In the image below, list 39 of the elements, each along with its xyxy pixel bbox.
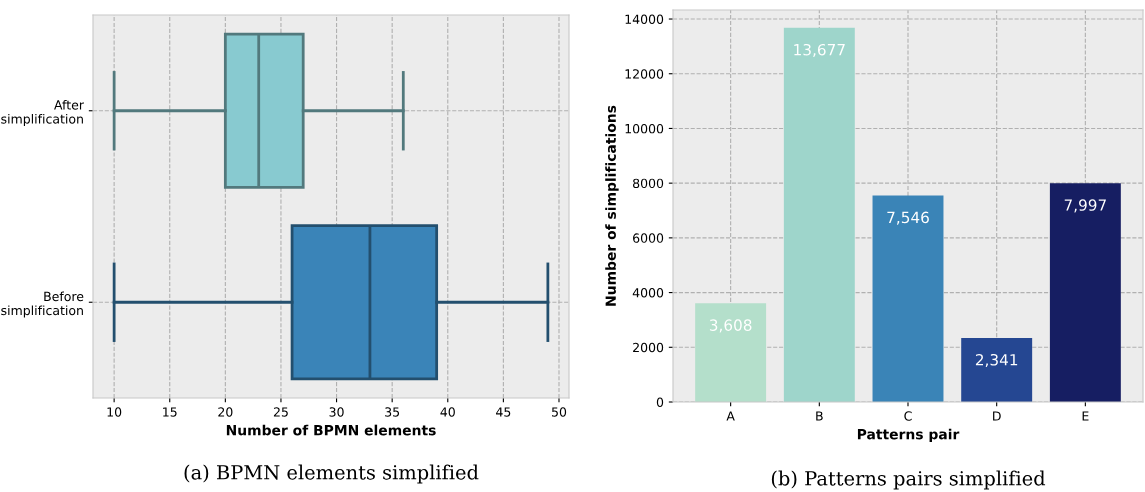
data-label: 3,608 xyxy=(709,319,752,333)
bar xyxy=(1049,183,1121,402)
x-tick-label: 25 xyxy=(273,407,288,417)
y-tick-label: 10000 xyxy=(625,123,664,134)
data-label: 7,546 xyxy=(887,211,929,225)
y-tick-label: 0 xyxy=(656,397,664,407)
x-tick-label: C xyxy=(904,411,912,421)
data-label: 7,997 xyxy=(1064,199,1106,213)
bar xyxy=(695,303,767,402)
x-tick-label: D xyxy=(993,411,1001,421)
x-tick-label: B xyxy=(816,411,823,421)
y-tick-label: After simplification xyxy=(1,99,84,127)
x-axis-title: Number of BPMN elements xyxy=(226,424,436,436)
y-tick-label: 12000 xyxy=(625,69,664,79)
x-tick-label: 50 xyxy=(552,407,567,417)
y-tick-label: 14000 xyxy=(625,14,664,24)
bar xyxy=(961,337,1033,402)
y-tick-label: 4000 xyxy=(632,288,664,298)
data-label: 2,341 xyxy=(975,354,1018,368)
x-axis-title: Patterns pair xyxy=(857,428,960,443)
y-axis-title: Number of simplifications xyxy=(605,105,619,306)
x-tick-label: 30 xyxy=(329,407,344,417)
y-tick-label: 6000 xyxy=(633,233,664,243)
text: (b) Patterns pairs simplified xyxy=(771,470,1046,490)
x-tick-label: 10 xyxy=(107,407,122,417)
y-tick-label: Before simplification xyxy=(1,291,84,318)
bar xyxy=(783,27,855,402)
x-tick-label: 40 xyxy=(440,407,455,417)
data-label: 13,677 xyxy=(794,43,845,58)
x-tick-label: A xyxy=(726,411,735,421)
x-tick-label: 35 xyxy=(385,407,400,417)
x-tick-label: 15 xyxy=(163,407,177,417)
y-tick-label: 2000 xyxy=(633,342,664,353)
x-tick-label: 20 xyxy=(218,407,233,417)
y-tick-label: 8000 xyxy=(633,178,664,189)
x-tick-label: 45 xyxy=(496,407,511,417)
text: (a) BPMN elements simplified xyxy=(184,464,479,484)
x-tick-label: E xyxy=(1082,411,1089,421)
bar xyxy=(872,195,944,402)
